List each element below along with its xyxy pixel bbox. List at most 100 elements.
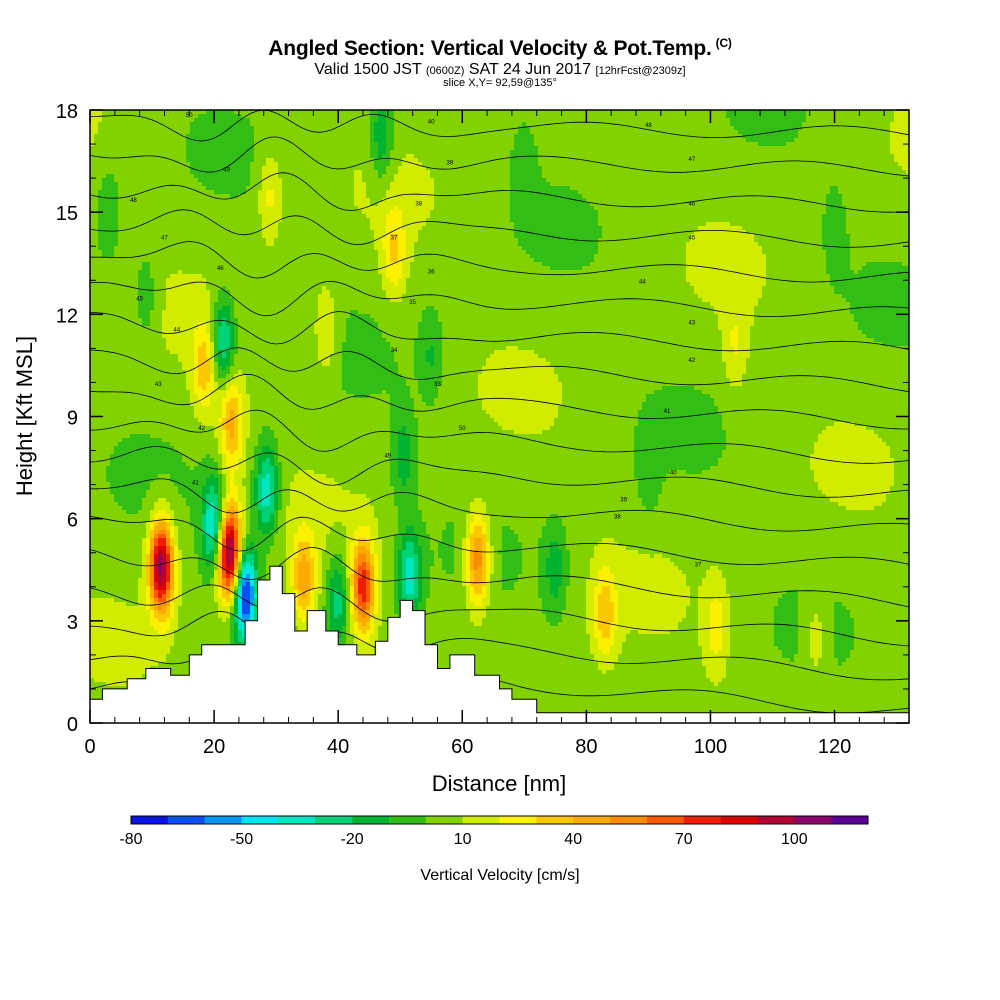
field-cell	[118, 270, 123, 275]
field-cell	[206, 222, 211, 227]
field-cell	[198, 390, 203, 395]
field-cell	[206, 374, 211, 379]
field-cell	[102, 134, 107, 139]
field-cell	[170, 658, 175, 663]
field-cell	[190, 526, 195, 531]
field-cell	[138, 234, 143, 239]
field-cell	[114, 146, 119, 151]
field-cell	[150, 322, 155, 327]
field-cell	[162, 522, 167, 527]
field-cell	[174, 646, 179, 651]
field-cell	[98, 434, 103, 439]
field-cell	[158, 350, 163, 355]
field-cell	[170, 234, 175, 239]
field-cell	[134, 514, 139, 519]
field-cell	[206, 630, 211, 635]
field-cell	[110, 178, 115, 183]
field-cell	[186, 434, 191, 439]
field-cell	[102, 198, 107, 203]
field-cell	[190, 442, 195, 447]
field-cell	[174, 226, 179, 231]
field-cell	[110, 562, 115, 567]
field-cell	[210, 154, 215, 159]
field-cell	[142, 546, 147, 551]
field-cell	[202, 522, 207, 527]
field-cell	[114, 482, 119, 487]
field-cell	[142, 378, 147, 383]
field-cell	[146, 410, 151, 415]
field-cell	[142, 642, 147, 647]
field-cell	[186, 470, 191, 475]
field-cell	[198, 250, 203, 255]
field-cell	[194, 650, 199, 655]
field-cell	[122, 602, 127, 607]
field-cell	[142, 466, 147, 471]
field-cell	[210, 582, 215, 587]
field-cell	[214, 450, 219, 455]
field-cell	[206, 510, 211, 515]
field-cell	[126, 222, 131, 227]
field-cell	[210, 574, 215, 579]
field-cell	[158, 486, 163, 491]
field-cell	[158, 390, 163, 395]
field-cell	[102, 678, 107, 683]
field-cell	[162, 130, 167, 135]
field-cell	[190, 518, 195, 523]
field-cell	[142, 614, 147, 619]
field-cell	[174, 446, 179, 451]
field-cell	[146, 290, 151, 295]
field-cell	[122, 406, 127, 411]
field-cell	[210, 158, 215, 163]
field-cell	[126, 670, 131, 675]
field-cell	[94, 598, 99, 603]
field-cell	[174, 466, 179, 471]
field-cell	[130, 502, 135, 507]
field-cell	[110, 606, 115, 611]
field-cell	[98, 126, 103, 131]
field-cell	[182, 614, 187, 619]
field-cell	[154, 190, 159, 195]
field-cell	[170, 390, 175, 395]
field-cell	[182, 214, 187, 219]
field-cell	[170, 306, 175, 311]
field-cell	[170, 382, 175, 387]
field-cell	[186, 122, 191, 127]
field-cell	[166, 442, 171, 447]
field-cell	[182, 514, 187, 519]
field-cell	[134, 634, 139, 639]
field-cell	[94, 366, 99, 371]
field-cell	[154, 290, 159, 295]
field-cell	[118, 634, 123, 639]
field-cell	[206, 522, 211, 527]
field-cell	[170, 314, 175, 319]
field-cell	[198, 386, 203, 391]
field-cell	[202, 378, 207, 383]
field-cell	[154, 182, 159, 187]
field-cell	[94, 158, 99, 163]
field-cell	[118, 570, 123, 575]
field-cell	[94, 666, 99, 671]
field-cell	[126, 370, 131, 375]
field-cell	[206, 130, 211, 135]
field-cell	[146, 522, 151, 527]
field-cell	[150, 382, 155, 387]
field-cell	[166, 510, 171, 515]
field-cell	[138, 566, 143, 571]
field-cell	[118, 610, 123, 615]
field-cell	[122, 458, 127, 463]
field-cell	[110, 274, 115, 279]
field-cell	[214, 578, 219, 583]
field-cell	[162, 330, 167, 335]
field-cell	[126, 646, 131, 651]
field-cell	[110, 210, 115, 215]
field-cell	[214, 362, 219, 367]
field-cell	[114, 122, 119, 127]
field-cell	[214, 466, 219, 471]
field-cell	[130, 554, 135, 559]
field-cell	[150, 554, 155, 559]
field-cell	[102, 146, 107, 151]
field-cell	[146, 458, 151, 463]
field-cell	[126, 662, 131, 667]
field-cell	[158, 146, 163, 151]
field-cell	[130, 674, 135, 679]
